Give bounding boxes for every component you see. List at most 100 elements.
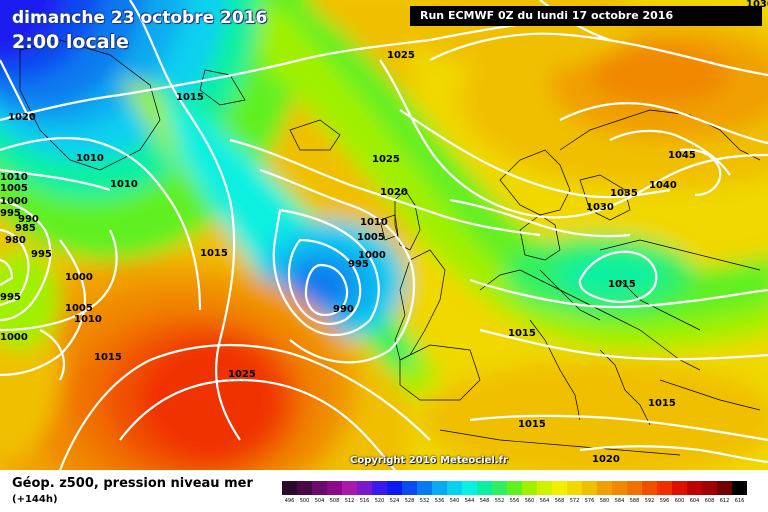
scale-label: 516 xyxy=(359,498,370,504)
forecast-date-title: dimanche 23 octobre 2016 xyxy=(12,8,268,28)
scale-swatch xyxy=(417,481,432,495)
pressure-label: 1000 xyxy=(0,332,28,343)
pressure-label: 995 xyxy=(0,292,21,303)
scale-label: 524 xyxy=(389,498,400,504)
color-scale xyxy=(282,481,747,495)
scale-label: 552 xyxy=(494,498,505,504)
scale-swatch xyxy=(537,481,552,495)
scale-swatch xyxy=(387,481,402,495)
scale-label: 588 xyxy=(629,498,640,504)
scale-label: 568 xyxy=(554,498,565,504)
pressure-label: 1025 xyxy=(387,50,415,61)
scale-label: 496 xyxy=(284,498,295,504)
scale-label: 580 xyxy=(599,498,610,504)
pressure-label: 1030 xyxy=(586,202,614,213)
pressure-label: 995 xyxy=(348,259,369,270)
pressure-label: 1015 xyxy=(518,419,546,430)
pressure-label: 1030 xyxy=(746,0,768,10)
scale-swatch xyxy=(672,481,687,495)
scale-swatch xyxy=(687,481,702,495)
run-info-banner: Run ECMWF 0Z du lundi 17 octobre 2016 xyxy=(410,6,762,26)
legend-panel: Géop. z500, pression niveau mer (+144h) … xyxy=(0,470,768,512)
pressure-label: 1010 xyxy=(0,172,28,183)
pressure-label: 1025 xyxy=(228,369,256,380)
scale-swatch xyxy=(612,481,627,495)
forecast-time-title: 2:00 locale xyxy=(12,31,129,53)
scale-swatch xyxy=(312,481,327,495)
scale-swatch xyxy=(522,481,537,495)
scale-swatch xyxy=(732,481,747,495)
pressure-label: 1045 xyxy=(668,150,696,161)
copyright-notice: Copyright 2016 Meteociel.fr xyxy=(350,455,508,466)
pressure-label: 980 xyxy=(5,235,26,246)
pressure-label: 1020 xyxy=(8,112,36,123)
scale-label: 600 xyxy=(674,498,685,504)
scale-swatch xyxy=(462,481,477,495)
pressure-label: 1010 xyxy=(76,153,104,164)
scale-swatch xyxy=(342,481,357,495)
scale-label: 548 xyxy=(479,498,490,504)
scale-swatch xyxy=(282,481,297,495)
scale-label: 504 xyxy=(314,498,325,504)
scale-label: 540 xyxy=(449,498,460,504)
scale-label: 596 xyxy=(659,498,670,504)
pressure-label: 1000 xyxy=(0,196,28,207)
legend-title: Géop. z500, pression niveau mer xyxy=(12,476,253,491)
coastlines xyxy=(19,39,761,456)
scale-swatch xyxy=(507,481,522,495)
scale-swatch xyxy=(327,481,342,495)
scale-label: 608 xyxy=(704,498,715,504)
scale-label: 508 xyxy=(329,498,340,504)
pressure-label: 1015 xyxy=(176,92,204,103)
pressure-label: 1015 xyxy=(608,279,636,290)
pressure-label: 1015 xyxy=(200,248,228,259)
pressure-label: 1015 xyxy=(648,398,676,409)
scale-label: 556 xyxy=(509,498,520,504)
pressure-label: 995 xyxy=(31,249,52,260)
pressure-label: 1015 xyxy=(94,352,122,363)
pressure-labels: 1030 1025 1015 1020 1010 1010 1010 1005 … xyxy=(0,0,768,465)
pressure-label: 995 xyxy=(0,208,21,219)
scale-label: 564 xyxy=(539,498,550,504)
pressure-label: 1010 xyxy=(74,314,102,325)
scale-swatch xyxy=(567,481,582,495)
scale-swatch xyxy=(657,481,672,495)
pressure-label: 1000 xyxy=(358,250,386,261)
pressure-label: 990 xyxy=(333,304,354,315)
scale-label: 520 xyxy=(374,498,385,504)
scale-label: 592 xyxy=(644,498,655,504)
scale-swatch xyxy=(372,481,387,495)
scale-swatch xyxy=(477,481,492,495)
scale-label: 560 xyxy=(524,498,535,504)
weather-map: 1030 1025 1015 1020 1010 1010 1010 1005 … xyxy=(0,0,768,470)
scale-swatch xyxy=(297,481,312,495)
scale-label: 500 xyxy=(299,498,310,504)
map-canvas: 1030 1025 1015 1020 1010 1010 1010 1005 … xyxy=(0,0,768,470)
scale-swatch xyxy=(597,481,612,495)
scale-label: 512 xyxy=(344,498,355,504)
color-scale-labels: 496 500 504 508 512 516 520 524 528 532 536 540 544 5… xyxy=(282,498,747,508)
scale-label: 604 xyxy=(689,498,700,504)
pressure-label: 1025 xyxy=(372,154,400,165)
scale-label: 576 xyxy=(584,498,595,504)
scale-label: 572 xyxy=(569,498,580,504)
pressure-label: 1010 xyxy=(110,179,138,190)
pressure-label: 1020 xyxy=(380,187,408,198)
scale-label: 612 xyxy=(719,498,730,504)
scale-swatch xyxy=(582,481,597,495)
scale-label: 584 xyxy=(614,498,625,504)
scale-swatch xyxy=(717,481,732,495)
scale-label: 616 xyxy=(734,498,745,504)
pressure-label: 1020 xyxy=(592,454,620,465)
geopotential-field xyxy=(0,0,768,470)
scale-label: 544 xyxy=(464,498,475,504)
scale-label: 528 xyxy=(404,498,415,504)
pressure-label: 1005 xyxy=(357,232,385,243)
legend-subtitle: (+144h) xyxy=(12,494,58,505)
pressure-label: 985 xyxy=(15,223,36,234)
pressure-label: 1015 xyxy=(508,328,536,339)
scale-swatch xyxy=(627,481,642,495)
pressure-label: 1005 xyxy=(0,183,28,194)
scale-label: 536 xyxy=(434,498,445,504)
pressure-label: 1000 xyxy=(65,272,93,283)
